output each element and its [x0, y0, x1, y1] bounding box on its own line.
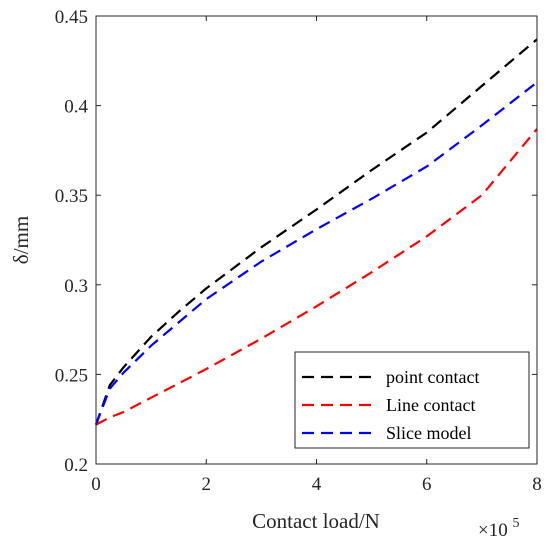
- y-tick-label: 0.25: [55, 365, 88, 386]
- x-tick-label: 0: [91, 474, 101, 495]
- series-line-line-contact: [95, 128, 538, 426]
- legend-label: point contact: [386, 367, 479, 387]
- y-axis-label: δ/mm: [9, 216, 33, 264]
- series-layer: [94, 38, 538, 426]
- series-line-point-contact: [94, 38, 538, 425]
- y-tick-label: 0.45: [55, 7, 88, 28]
- x-multiplier-base: ×10: [478, 520, 508, 541]
- x-tick-label: 2: [202, 474, 212, 495]
- x-multiplier-exponent: 5: [512, 516, 519, 531]
- y-tick-label: 0.35: [55, 186, 88, 207]
- x-tick-label: 4: [312, 474, 322, 495]
- x-tick-label: 8: [532, 474, 542, 495]
- y-tick-label: 0.4: [64, 97, 88, 118]
- x-axis-multiplier: ×10 5: [478, 516, 519, 541]
- y-tick-label: 0.3: [64, 276, 88, 297]
- x-tick-label: 6: [422, 474, 432, 495]
- y-tick-label: 0.2: [64, 455, 88, 476]
- legend: point contact Line contact Slice model: [294, 351, 530, 449]
- ticks-layer: [95, 15, 538, 465]
- x-axis-label: Contact load/N: [252, 509, 380, 533]
- legend-label: Line contact: [386, 395, 475, 415]
- tick-labels-layer: 0 2 4 6 8 0.2 0.25 0.3 0.35 0.4 0.45: [55, 7, 542, 495]
- legend-box: [294, 351, 530, 449]
- legend-label: Slice model: [386, 423, 471, 443]
- series-line-slice-model: [94, 81, 538, 425]
